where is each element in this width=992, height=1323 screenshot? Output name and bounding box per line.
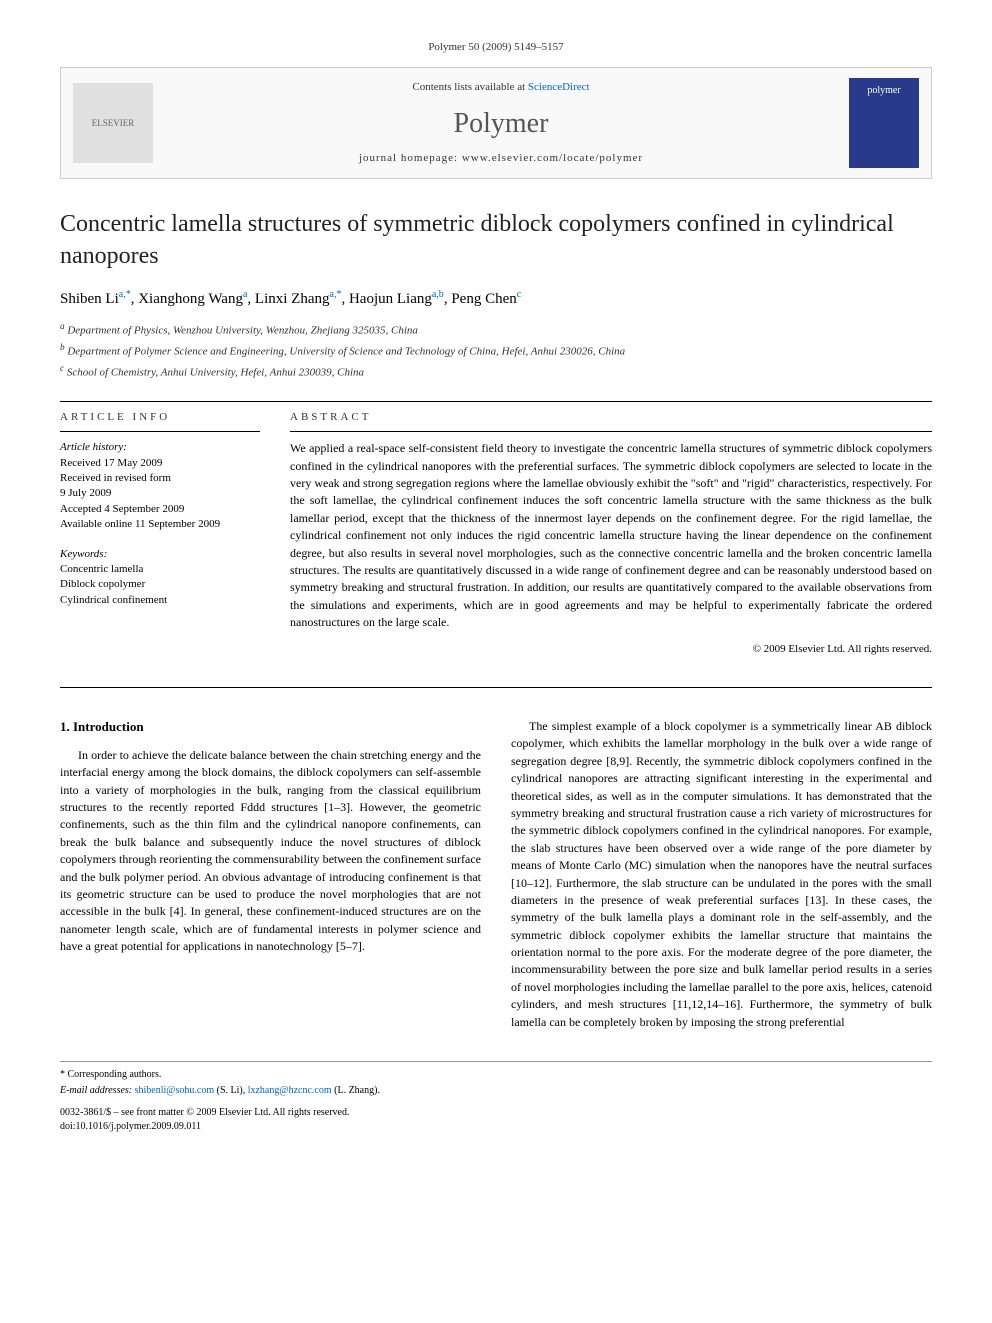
authors-line: Shiben Lia,*, Xianghong Wanga, Linxi Zha… xyxy=(60,288,932,310)
divider xyxy=(290,431,932,432)
journal-homepage: journal homepage: www.elsevier.com/locat… xyxy=(173,151,829,166)
divider xyxy=(60,431,260,432)
history-item: Received in revised form xyxy=(60,471,260,486)
copyright-line: © 2009 Elsevier Ltd. All rights reserved… xyxy=(290,642,932,657)
keyword: Concentric lamella xyxy=(60,562,260,577)
journal-cover: polymer xyxy=(849,78,919,168)
abstract-label: ABSTRACT xyxy=(290,410,932,425)
author: Shiben Lia,* xyxy=(60,291,131,307)
email-who: (L. Zhang) xyxy=(334,1085,377,1096)
affiliation: a Department of Physics, Wenzhou Univers… xyxy=(60,320,932,339)
body-columns: 1. Introduction In order to achieve the … xyxy=(60,718,932,1031)
homepage-url: www.elsevier.com/locate/polymer xyxy=(462,152,643,164)
author: Peng Chenc xyxy=(451,291,521,307)
affiliations: a Department of Physics, Wenzhou Univers… xyxy=(60,320,932,381)
article-title: Concentric lamella structures of symmetr… xyxy=(60,209,932,271)
keywords-label: Keywords: xyxy=(60,547,260,562)
email-who: (S. Li) xyxy=(217,1085,243,1096)
author: Haojun Lianga,b xyxy=(349,291,444,307)
keyword: Diblock copolymer xyxy=(60,577,260,592)
keywords-block: Keywords: Concentric lamella Diblock cop… xyxy=(60,547,260,609)
article-info-column: ARTICLE INFO Article history: Received 1… xyxy=(60,410,260,657)
journal-banner: ELSEVIER Contents lists available at Sci… xyxy=(60,67,932,179)
body-paragraph: In order to achieve the delicate balance… xyxy=(60,747,481,956)
contents-text: Contents lists available at xyxy=(412,81,525,93)
author: Linxi Zhanga,* xyxy=(255,291,342,307)
homepage-label: journal homepage: xyxy=(359,152,458,164)
author: Xianghong Wanga xyxy=(138,291,247,307)
email-label: E-mail addresses: xyxy=(60,1085,132,1096)
history-item: 9 July 2009 xyxy=(60,486,260,501)
keyword: Cylindrical confinement xyxy=(60,593,260,608)
body-paragraph: The simplest example of a block copolyme… xyxy=(511,718,932,1031)
email-link[interactable]: shibenli@sohu.com xyxy=(135,1085,214,1096)
article-history: Article history: Received 17 May 2009 Re… xyxy=(60,440,260,532)
body-column-left: 1. Introduction In order to achieve the … xyxy=(60,718,481,1031)
journal-name: Polymer xyxy=(173,104,829,143)
section-heading: 1. Introduction xyxy=(60,718,481,737)
banner-center: Contents lists available at ScienceDirec… xyxy=(153,80,849,166)
email-line: E-mail addresses: shibenli@sohu.com (S. … xyxy=(60,1084,932,1098)
affiliation: b Department of Polymer Science and Engi… xyxy=(60,341,932,360)
history-item: Accepted 4 September 2009 xyxy=(60,502,260,517)
page-footer: * Corresponding authors. E-mail addresse… xyxy=(60,1061,932,1134)
history-item: Received 17 May 2009 xyxy=(60,456,260,471)
contents-line: Contents lists available at ScienceDirec… xyxy=(173,80,829,95)
abstract-column: ABSTRACT We applied a real-space self-co… xyxy=(290,410,932,657)
publisher-logo: ELSEVIER xyxy=(73,83,153,163)
abstract-text: We applied a real-space self-consistent … xyxy=(290,440,932,631)
divider xyxy=(60,401,932,402)
article-info-label: ARTICLE INFO xyxy=(60,410,260,425)
history-label: Article history: xyxy=(60,440,260,455)
issn-line: 0032-3861/$ – see front matter © 2009 El… xyxy=(60,1106,932,1120)
sciencedirect-link[interactable]: ScienceDirect xyxy=(528,81,590,93)
history-item: Available online 11 September 2009 xyxy=(60,517,260,532)
affiliation: c School of Chemistry, Anhui University,… xyxy=(60,362,932,381)
info-abstract-row: ARTICLE INFO Article history: Received 1… xyxy=(60,410,932,657)
header-citation: Polymer 50 (2009) 5149–5157 xyxy=(60,40,932,55)
doi-line: doi:10.1016/j.polymer.2009.09.011 xyxy=(60,1120,932,1134)
email-link[interactable]: lxzhang@hzcnc.com xyxy=(248,1085,332,1096)
corresponding-authors: * Corresponding authors. xyxy=(60,1068,932,1082)
divider xyxy=(60,687,932,688)
body-column-right: The simplest example of a block copolyme… xyxy=(511,718,932,1031)
